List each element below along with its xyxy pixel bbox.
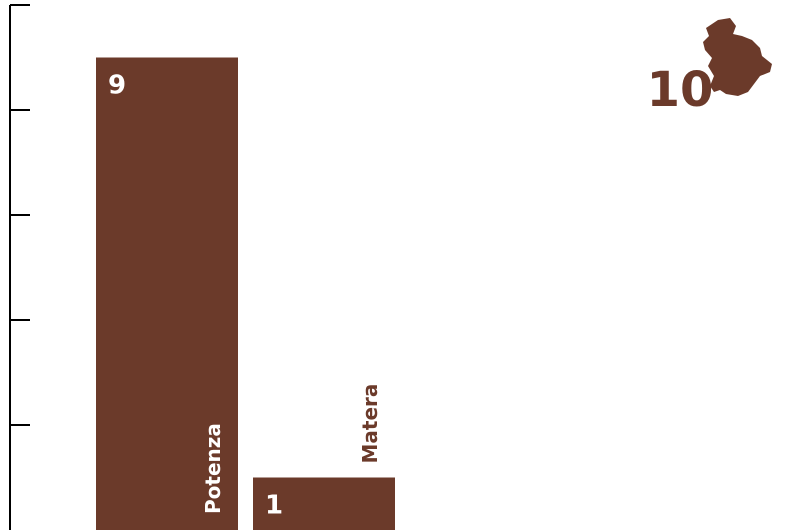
basilicata-region-map-icon xyxy=(703,18,772,96)
bar-value-label-matera: 1 xyxy=(265,491,283,521)
total-value: 10 xyxy=(647,62,714,118)
total-group: 10 xyxy=(647,18,772,118)
bars xyxy=(96,57,395,530)
category-label-matera: Matera xyxy=(358,384,382,464)
bar-value-label-potenza: 9 xyxy=(108,71,126,101)
bar-labels: 9 Potenza 1 Matera xyxy=(108,71,382,521)
bar-potenza xyxy=(96,57,238,530)
bar-matera xyxy=(253,477,395,530)
category-label-potenza: Potenza xyxy=(201,423,225,514)
y-axis xyxy=(9,4,30,530)
